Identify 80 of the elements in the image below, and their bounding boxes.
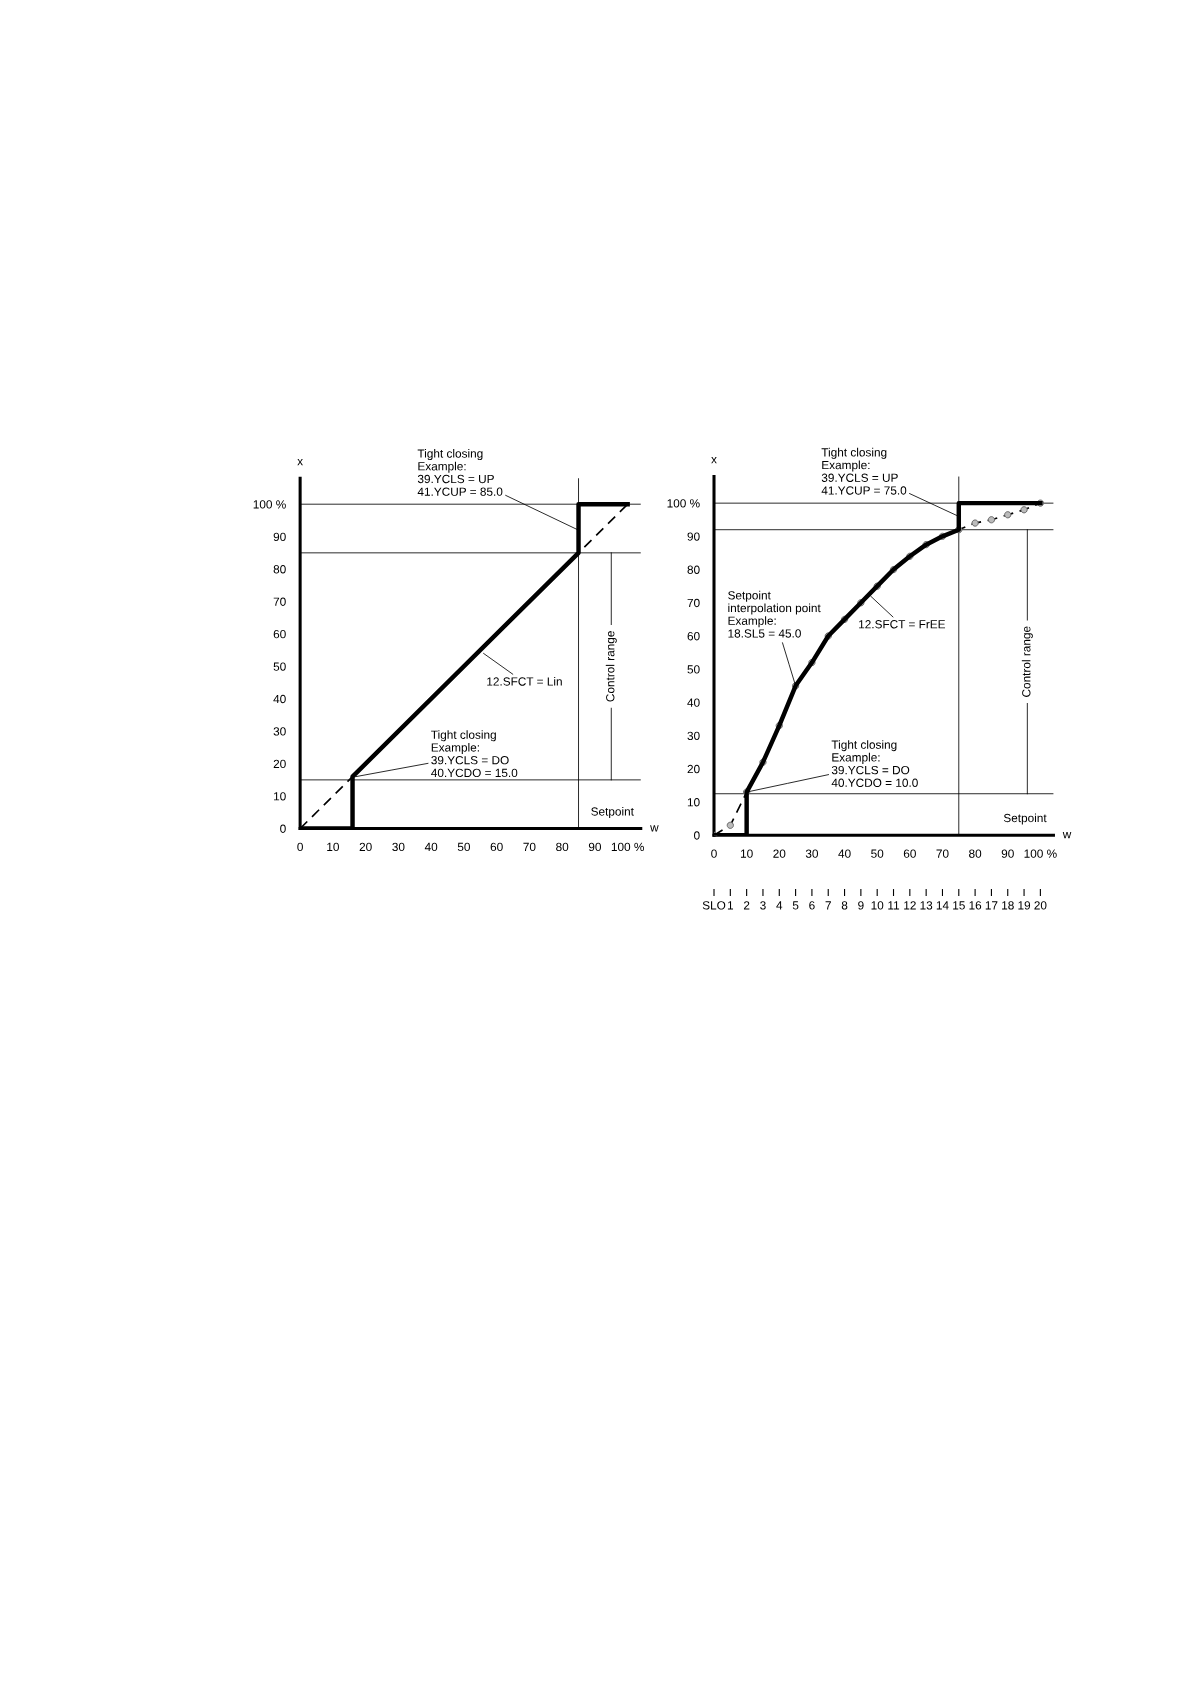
x-tick-label: 30 <box>392 842 405 852</box>
x2-tick-label: 2 <box>743 901 750 910</box>
y-tick-label: 100 % <box>667 499 700 508</box>
x2-tick-label: SLO <box>702 901 726 910</box>
y-tick-label: 20 <box>687 764 700 774</box>
x2-tick-label: 16 <box>969 901 982 910</box>
x2-tick-label: 8 <box>841 901 848 910</box>
annotation: Setpoint interpolation point Example: 18.SL5 = 45.0 <box>728 590 821 638</box>
x-tick-label: 40 <box>424 842 438 852</box>
x-tick-label: 20 <box>773 849 786 858</box>
y-tick-label: 40 <box>273 694 286 704</box>
annotation: Control range <box>1021 626 1033 697</box>
x2-tick-label: 17 <box>985 901 998 910</box>
x2-tick-label: 13 <box>920 901 933 910</box>
y-tick-label: 70 <box>273 597 286 606</box>
annotation: Control range <box>605 631 617 702</box>
y-tick-label: 30 <box>687 731 700 741</box>
x-tick-label: 50 <box>457 842 470 852</box>
x2-tick-label: 19 <box>1018 901 1031 910</box>
y-tick-label: 0 <box>694 831 700 840</box>
y-tick-label: 50 <box>687 665 700 674</box>
y-tick-label: 80 <box>273 565 286 574</box>
x-tick-label: 70 <box>936 849 949 858</box>
annotation: Setpoint <box>1003 813 1047 825</box>
x-tick-label: 90 <box>1001 849 1014 858</box>
x2-tick-label: 9 <box>858 901 864 910</box>
x2-tick-label: 11 <box>888 901 900 910</box>
y-tick-label: 30 <box>273 727 286 736</box>
y-tick-label: 10 <box>687 798 700 807</box>
y-tick-label: 20 <box>273 759 286 769</box>
y-tick-label: 0 <box>280 824 286 833</box>
x2-tick-label: 20 <box>1034 901 1047 910</box>
x2-tick-label: 18 <box>1002 901 1014 910</box>
x-tick-label: 0 <box>711 849 717 858</box>
annotation: 12.SFCT = Lin <box>487 677 562 686</box>
x-tick-label: 80 <box>556 842 569 852</box>
x2-tick-label: 3 <box>760 901 766 910</box>
x2-tick-label: 1 <box>727 901 734 910</box>
x-tick-label: 100 % <box>1024 849 1057 858</box>
y-tick-label: 60 <box>273 629 286 639</box>
x2-tick-label: 14 <box>936 901 949 910</box>
x2-tick-label: 4 <box>776 901 783 910</box>
y-tick-label: 90 <box>273 532 286 542</box>
x2-tick-label: 5 <box>792 901 799 910</box>
y-tick-label: 10 <box>274 792 286 801</box>
x-tick-label: 20 <box>359 842 372 852</box>
x-tick-label: 80 <box>969 849 982 858</box>
x-tick-label: 60 <box>490 842 503 852</box>
x-tick-label: 100 % <box>611 842 644 852</box>
x-tick-label: 70 <box>523 842 536 852</box>
x2-tick-label: 6 <box>809 901 815 910</box>
y-tick-label: 40 <box>687 698 700 707</box>
x-tick-label: 0 <box>297 842 303 852</box>
y-tick-label: 80 <box>687 565 700 574</box>
annotation: Setpoint <box>591 807 634 819</box>
x-tick-label: 30 <box>805 849 819 858</box>
annotation: Tight closing Example: 39.YCLS = DO 40.YCDO = 15.0 <box>431 730 518 778</box>
annotation: Tight closing Example: 39.YCLS = DO 40.YCDO = 10.0 <box>831 740 918 787</box>
x-axis-title: w <box>1062 832 1072 839</box>
annotation: 12.SFCT = FrEE <box>859 620 946 629</box>
x-tick-label: 60 <box>903 849 916 858</box>
y-axis-title: x <box>297 459 303 466</box>
y-tick-label: 90 <box>687 532 700 541</box>
x2-tick-label: 12 <box>904 901 916 910</box>
y-tick-label: 70 <box>687 598 700 608</box>
y-axis-title: x <box>711 457 717 464</box>
x-tick-label: 10 <box>327 842 339 852</box>
x2-tick-label: 7 <box>825 901 831 910</box>
x-tick-label: 90 <box>588 842 602 852</box>
annotation: Tight closing Example: 39.YCLS = UP 41.YCUP = 85.0 <box>417 449 503 496</box>
x-tick-label: 10 <box>740 849 753 858</box>
y-tick-label: 60 <box>687 632 700 641</box>
y-tick-label: 100 % <box>253 500 286 509</box>
x2-tick-label: 15 <box>953 901 965 910</box>
x-tick-label: 50 <box>871 849 884 858</box>
x-tick-label: 40 <box>838 849 851 858</box>
x2-tick-label: 10 <box>871 901 884 910</box>
y-tick-label: 50 <box>273 662 286 671</box>
x-axis-title: w <box>650 825 659 832</box>
annotation: Tight closing Example: 39.YCLS = UP 41.YCUP = 75.0 <box>821 447 907 495</box>
